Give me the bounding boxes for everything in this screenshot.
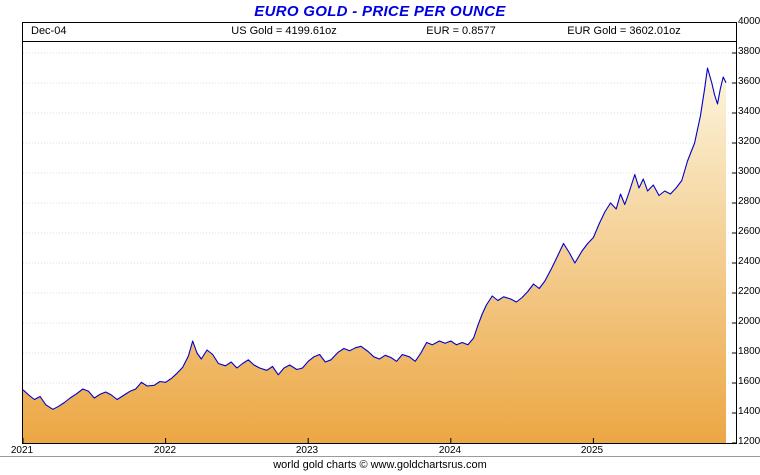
footer-credit: world gold charts © www.goldchartsrus.co… (0, 456, 760, 471)
y-tick-label: 3600 (738, 76, 760, 87)
date-label: Dec-04 (31, 25, 67, 37)
x-tick-label: 2024 (438, 445, 462, 456)
y-tick-label: 1400 (738, 406, 760, 417)
eur-rate-value: EUR = 0.8577 (426, 25, 496, 37)
y-tick-label: 3800 (738, 46, 760, 57)
y-tick-label: 1200 (738, 436, 760, 447)
y-tick-label: 2200 (738, 286, 760, 297)
y-tick-label: 2600 (738, 226, 760, 237)
x-tick-label: 2023 (295, 445, 319, 456)
y-tick-label: 2400 (738, 256, 760, 267)
price-area-chart (23, 23, 736, 443)
y-tick-label: 3200 (738, 136, 760, 147)
y-axis-labels: 1200 1400 1600 1800 2000 2200 2400 2600 2800 3000… (738, 17, 760, 447)
y-tick-label: 3000 (738, 166, 760, 177)
info-header-band: Dec-04 US Gold = 4199.61oz EUR = 0.8577 … (23, 23, 736, 42)
y-tick-label: 3400 (738, 106, 760, 117)
y-tick-label: 2000 (738, 316, 760, 327)
eur-gold-value: EUR Gold = 3602.01oz (567, 25, 681, 37)
y-tick-label: 4000 (738, 16, 760, 27)
x-tick-label: 2022 (153, 445, 177, 456)
y-tick-label: 2800 (738, 196, 760, 207)
x-axis-labels: 2021 2022 2023 2024 2025 (11, 445, 735, 457)
y-tick-label: 1600 (738, 376, 760, 387)
x-tick-label: 2025 (580, 445, 604, 456)
plot-frame: Dec-04 US Gold = 4199.61oz EUR = 0.8577 … (22, 22, 737, 444)
us-gold-value: US Gold = 4199.61oz (231, 25, 337, 37)
y-tick-label: 1800 (738, 346, 760, 357)
page-title: EURO GOLD - PRICE PER OUNCE (254, 3, 506, 20)
x-tick-label: 2021 (10, 445, 34, 456)
